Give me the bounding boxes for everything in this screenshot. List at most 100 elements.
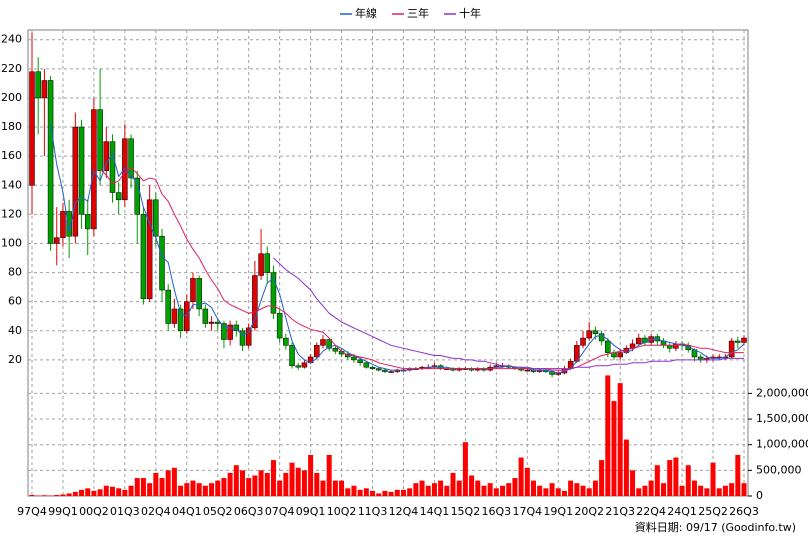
y-tick-label: 160	[1, 149, 22, 162]
volume-bar	[735, 454, 741, 496]
volume-bar	[97, 489, 103, 496]
volume-bar	[357, 489, 363, 496]
legend-label: 三年	[407, 6, 429, 20]
volume-bar	[462, 442, 468, 496]
volume-bar	[202, 485, 208, 496]
volume-bar	[469, 475, 475, 496]
volume-bar	[109, 486, 115, 496]
candle-body	[351, 356, 357, 361]
volume-bar	[475, 480, 481, 496]
candle-body	[258, 253, 264, 276]
volume-bar	[568, 480, 574, 496]
ma-line	[50, 124, 745, 374]
x-tick-label: 00Q2	[79, 505, 109, 518]
candle-body	[29, 71, 35, 186]
volume-bar	[277, 480, 283, 496]
volume-bar	[85, 488, 91, 496]
volume-bar	[227, 472, 233, 496]
candle-body	[741, 337, 747, 343]
candle-body	[196, 278, 202, 310]
volume-bar	[611, 401, 617, 496]
volume-bar	[512, 478, 518, 496]
volume-bar	[134, 478, 140, 496]
volume-bar	[407, 488, 413, 496]
x-tick-label: 07Q4	[265, 505, 295, 518]
volume-bar	[54, 494, 60, 496]
x-tick-label: 17Q4	[512, 505, 542, 518]
volume-bar	[394, 489, 400, 496]
volume-bar	[710, 462, 716, 496]
y-tick-label: 220	[1, 62, 22, 75]
candle-body	[276, 313, 283, 339]
x-tick-label: 02Q4	[141, 505, 171, 518]
volume-bar	[339, 480, 345, 496]
volume-bar	[103, 485, 109, 496]
volume-bar	[178, 485, 184, 496]
candle-body	[605, 340, 611, 353]
volume-bar	[500, 485, 506, 496]
volume-bar	[41, 495, 47, 496]
volume-bar	[171, 467, 177, 496]
volume-bar	[524, 467, 530, 496]
ma-line	[99, 167, 744, 371]
volume-bar	[190, 480, 196, 496]
volume-bar	[537, 485, 543, 496]
candle-body	[735, 340, 741, 343]
y-tick-label: 60	[8, 295, 22, 308]
volume-bar	[438, 480, 444, 496]
volume-bar	[630, 470, 636, 496]
y-tick-label: 20	[8, 353, 22, 366]
volume-bar	[444, 485, 450, 496]
volume-bar	[252, 475, 258, 496]
candle-body	[190, 278, 196, 302]
volume-bar	[233, 465, 239, 496]
candle-body	[617, 352, 623, 358]
volume-bar	[376, 493, 382, 496]
volume-bar	[487, 483, 493, 496]
volume-bar	[661, 483, 667, 496]
candle-body	[245, 327, 252, 346]
candle-body	[301, 362, 308, 368]
volume-bar	[642, 485, 648, 496]
y2-tick-label: 500,000	[756, 463, 802, 476]
volume-bar	[413, 483, 419, 496]
plot-frame	[27, 29, 749, 497]
volume-bar	[549, 483, 555, 496]
legend-label: 年線	[355, 6, 377, 20]
candle-body	[326, 339, 332, 349]
volume-bar	[648, 480, 654, 496]
candle-body	[177, 308, 184, 332]
volume-bar	[345, 488, 351, 496]
candle-body	[635, 337, 642, 345]
volume-bar	[270, 460, 276, 496]
volume-bar	[654, 465, 660, 496]
x-tick-label: 15Q2	[451, 505, 481, 518]
volume-bar	[704, 488, 710, 496]
volume-bar	[79, 489, 85, 496]
x-tick-label: 97Q4	[17, 505, 47, 518]
candle-body	[54, 237, 60, 244]
candle-body	[159, 235, 165, 291]
x-tick-label: 09Q1	[296, 505, 326, 518]
candle-body	[47, 80, 54, 244]
volume-bar	[351, 485, 357, 496]
x-tick-label: 14Q1	[420, 505, 450, 518]
candle-body	[128, 138, 134, 179]
candle-body	[289, 345, 295, 366]
candle-body	[115, 192, 122, 201]
volume-bar	[29, 494, 35, 496]
candle-body	[60, 211, 66, 238]
candle-body	[363, 362, 370, 368]
volume-bar	[301, 470, 307, 496]
x-tick-label: 10Q2	[327, 505, 357, 518]
volume-bar	[425, 485, 431, 496]
y-tick-label: 100	[1, 236, 22, 249]
candle-body	[202, 308, 209, 324]
volume-bar	[667, 460, 673, 496]
candle-body	[314, 345, 320, 358]
volume-bar	[481, 485, 487, 496]
volume-bar	[623, 439, 629, 496]
volume-bar	[636, 488, 642, 496]
volume-bar	[159, 478, 165, 496]
